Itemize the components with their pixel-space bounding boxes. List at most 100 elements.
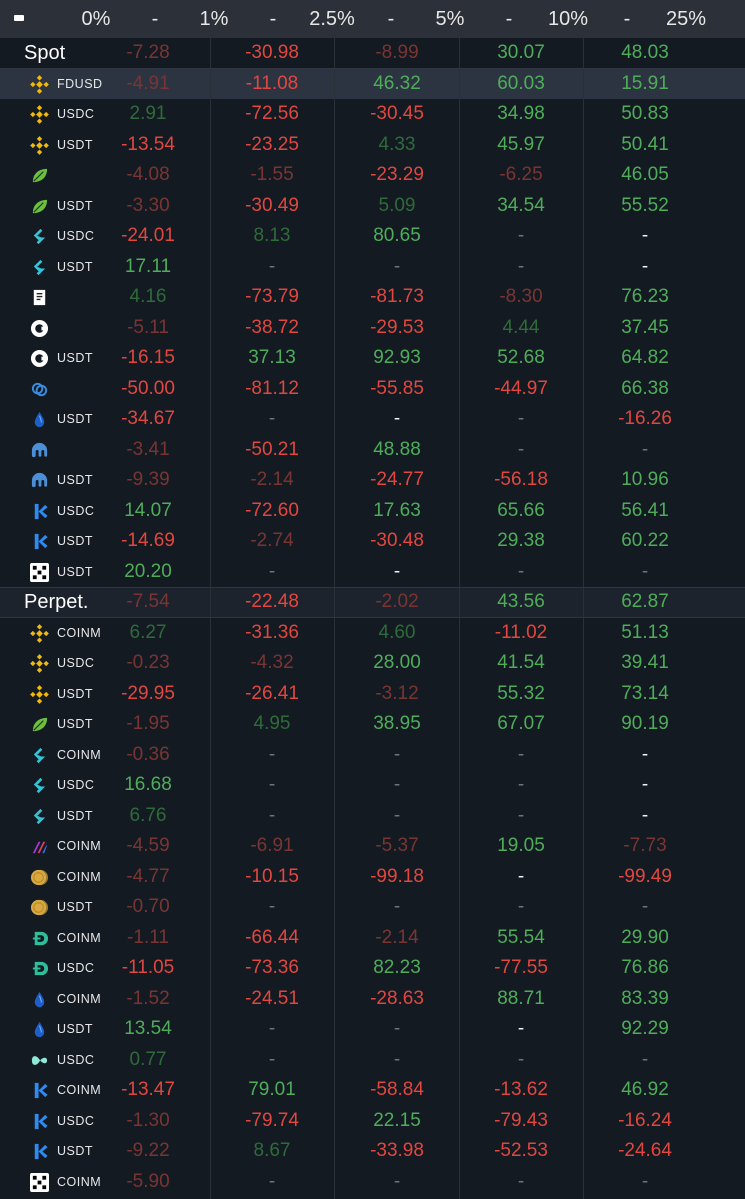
depth-value: 4.60 — [378, 621, 416, 643]
depth-value: 67.07 — [497, 713, 545, 734]
depth-value: 8.13 — [253, 225, 291, 246]
table-row[interactable]: USDC 14.07 -72.60 17.63 65.66 56.41 — [0, 496, 745, 527]
depth-value: - — [517, 438, 525, 460]
depth-value: -58.84 — [370, 1079, 424, 1100]
table-row[interactable]: USDT 17.11 - - - - — [0, 252, 745, 283]
table-row[interactable]: -50.00 -81.12 -55.85 -44.97 66.38 — [0, 374, 745, 405]
depth-value: -26.41 — [245, 682, 299, 704]
coin-stack-icon — [30, 868, 49, 887]
depth-value: - — [517, 896, 525, 917]
depth-value: -81.12 — [245, 377, 299, 399]
depth-value: 88.71 — [497, 987, 545, 1009]
depth-value: -13.62 — [494, 1079, 548, 1100]
kraken-icon — [30, 441, 49, 460]
depth-value: 46.05 — [621, 164, 669, 185]
depth-value: 50.41 — [621, 133, 669, 155]
depth-value: -30.98 — [245, 42, 299, 63]
table-row[interactable]: -4.08 -1.55 -23.29 -6.25 46.05 — [0, 160, 745, 191]
table-row[interactable]: USDC -0.23 -4.32 28.00 41.54 39.41 — [0, 648, 745, 679]
deribit-icon — [30, 929, 49, 948]
table-row[interactable]: USDC -11.05 -73.36 82.23 -77.55 76.86 — [0, 953, 745, 984]
depth-header: 0% - 1% - 2.5% - 5% - 10% - 25% — [0, 0, 745, 38]
table-row[interactable]: USDC 0.77 - - - - — [0, 1045, 745, 1076]
table-row[interactable]: 4.16 -73.79 -81.73 -8.30 76.23 — [0, 282, 745, 313]
table-row[interactable]: USDT 13.54 - - - 92.29 — [0, 1014, 745, 1045]
depth-value: -31.36 — [245, 621, 299, 643]
pair-label: USDT — [57, 686, 94, 701]
depth-level-label: 10% — [547, 8, 589, 30]
binance-icon — [30, 105, 49, 124]
table-row[interactable]: USDC 2.91 -72.56 -30.45 34.98 50.83 — [0, 99, 745, 130]
depth-value: - — [393, 255, 401, 277]
depth-value: -1.11 — [127, 926, 169, 948]
table-row[interactable]: COINM -13.47 79.01 -58.84 -13.62 46.92 — [0, 1075, 745, 1106]
table-row[interactable]: USDT -16.15 37.13 92.93 52.68 64.82 — [0, 343, 745, 374]
depth-value: - — [393, 804, 401, 826]
table-row[interactable]: COINM -0.36 - - - - — [0, 740, 745, 771]
depth-value: 55.32 — [497, 682, 545, 704]
table-row[interactable]: COINM -5.90 - - - - — [0, 1167, 745, 1198]
depth-value: - — [641, 804, 649, 826]
depth-level-label: 1% — [199, 8, 229, 30]
depth-value: -10.15 — [245, 865, 299, 887]
table-row[interactable]: USDT -9.39 -2.14 -24.77 -56.18 10.96 — [0, 465, 745, 496]
leaf-icon — [30, 166, 49, 185]
table-row[interactable]: COINM -1.52 -24.51 -28.63 88.71 83.39 — [0, 984, 745, 1015]
depth-value: 14.07 — [124, 499, 172, 521]
depth-value: - — [641, 743, 649, 765]
table-row[interactable]: USDC -24.01 8.13 80.65 - - — [0, 221, 745, 252]
minus-icon[interactable] — [14, 15, 24, 21]
depth-value: -7.54 — [126, 591, 170, 612]
depth-value: 46.92 — [621, 1079, 669, 1100]
section-row[interactable]: Spot -7.28 -30.98 -8.99 30.07 48.03 — [0, 38, 745, 69]
table-row[interactable]: USDT -34.67 - - - -16.26 — [0, 404, 745, 435]
depth-value: -2.74 — [250, 530, 294, 551]
table-row[interactable]: COINM -1.11 -66.44 -2.14 55.54 29.90 — [0, 923, 745, 954]
depth-value: - — [393, 408, 401, 429]
table-row[interactable]: USDT -14.69 -2.74 -30.48 29.38 60.22 — [0, 526, 745, 557]
section-row[interactable]: Perpet. -7.54 -22.48 -2.02 43.56 62.87 — [0, 587, 745, 618]
pair-label: USDC — [57, 1052, 95, 1067]
depth-value: -4.91 — [126, 72, 170, 94]
table-row[interactable]: USDT 6.76 - - - - — [0, 801, 745, 832]
depth-value: 34.98 — [497, 103, 545, 124]
table-row[interactable]: -3.41 -50.21 48.88 - - — [0, 435, 745, 466]
table-row[interactable]: COINM 6.27 -31.36 4.60 -11.02 51.13 — [0, 618, 745, 649]
table-row[interactable]: COINM -4.59 -6.91 -5.37 19.05 -7.73 — [0, 831, 745, 862]
row-divider — [0, 617, 745, 618]
table-row[interactable]: USDC -1.30 -79.74 22.15 -79.43 -16.24 — [0, 1106, 745, 1137]
depth-value: -44.97 — [494, 377, 548, 399]
depth-value: 76.23 — [621, 286, 669, 307]
kucoin-icon — [30, 1112, 49, 1131]
depth-value: 4.33 — [378, 133, 416, 155]
pair-label: USDC — [57, 107, 95, 121]
depth-value: 28.00 — [373, 652, 421, 673]
depth-value: -0.70 — [126, 896, 170, 917]
bitget-icon — [30, 776, 49, 795]
table-row[interactable]: USDT -0.70 - - - - — [0, 892, 745, 923]
depth-level-separator: - — [151, 8, 159, 30]
depth-value: 55.54 — [497, 926, 545, 948]
table-row[interactable]: USDT 20.20 - - - - — [0, 557, 745, 588]
table-row[interactable]: USDT -29.95 -26.41 -3.12 55.32 73.14 — [0, 679, 745, 710]
table-row[interactable]: USDT -9.22 8.67 -33.98 -52.53 -24.64 — [0, 1136, 745, 1167]
depth-value: -33.98 — [370, 1140, 424, 1161]
depth-value: 22.15 — [373, 1109, 421, 1131]
depth-value: - — [393, 896, 401, 917]
table-row[interactable]: USDT -1.95 4.95 38.95 67.07 90.19 — [0, 709, 745, 740]
depth-value: - — [268, 774, 276, 795]
depth-value: -16.26 — [618, 408, 672, 429]
table-row[interactable]: -5.11 -38.72 -29.53 4.44 37.45 — [0, 313, 745, 344]
pair-label: USDC — [57, 656, 95, 670]
table-row[interactable]: FDUSD -4.91 -11.08 46.32 60.03 15.91 — [0, 68, 745, 99]
pair-label: USDT — [57, 900, 94, 914]
depth-value: -2.02 — [375, 591, 419, 612]
table-row[interactable]: USDC 16.68 - - - - — [0, 770, 745, 801]
section-label: Spot — [24, 42, 66, 64]
depth-value: -16.15 — [121, 347, 175, 368]
table-row[interactable]: USDT -3.30 -30.49 5.09 34.54 55.52 — [0, 191, 745, 222]
depth-value: 50.83 — [621, 103, 669, 124]
table-row[interactable]: USDT -13.54 -23.25 4.33 45.97 50.41 — [0, 130, 745, 161]
depth-value: -3.30 — [126, 194, 170, 216]
table-row[interactable]: COINM -4.77 -10.15 -99.18 - -99.49 — [0, 862, 745, 893]
